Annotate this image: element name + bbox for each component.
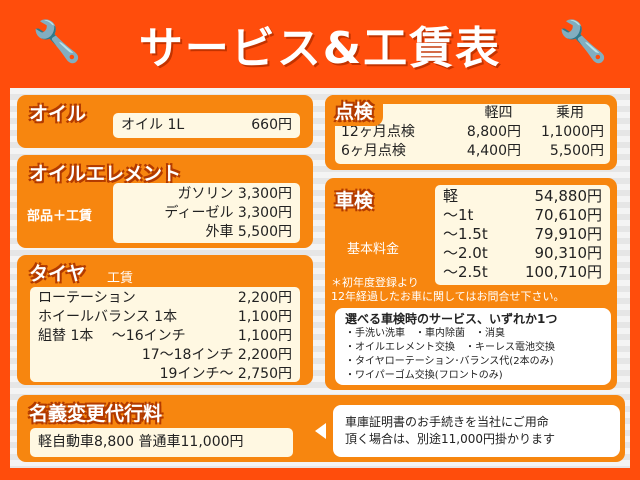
list-item: ・ワイパーゴム交換(フロントのみ) bbox=[345, 370, 503, 381]
list-item: ガソリン 3,300円 bbox=[177, 186, 292, 202]
tire-list: ローテーション 2,200円 ホイールバランス 1本 1,100円 組替 1本 ～1… bbox=[30, 287, 300, 382]
list-item: ～2.5t 100,710円 bbox=[443, 263, 602, 281]
inspection-heading: 点検 bbox=[325, 95, 384, 126]
list-item: ・タイヤローテーション･バランス代(2本のみ) bbox=[345, 356, 554, 367]
oil-row: オイル 1L 660円 bbox=[113, 113, 300, 138]
services-box: 選べる車検時のサービス、いずれか1つ ・手洗い洗車 ・車内除菌 ・消臭 ・オイル… bbox=[335, 308, 611, 385]
list-item: 19インチ～ 2,750円 bbox=[159, 366, 292, 382]
header: 🔧 サービス&工賃表 🔧 bbox=[0, 0, 640, 88]
list-item: 外車 5,500円 bbox=[205, 224, 292, 240]
shaken-section: 車検 基本料金 軽 54,880円 ～1t 70,610円 ～1.5t 79,910円… bbox=[325, 178, 617, 390]
wrench-icon: 🔧 bbox=[558, 19, 608, 65]
base-fee-label: 基本料金 bbox=[347, 242, 400, 257]
shaken-price-list: 軽 54,880円 ～1t 70,610円 ～1.5t 79,910円 ～2.0t 90… bbox=[435, 185, 610, 285]
item-name: オイル 1L bbox=[121, 117, 185, 133]
transfer-heading: 名義変更代行料 bbox=[29, 403, 163, 425]
transfer-note: 車庫証明書のお手続きを当社にご用命 bbox=[345, 415, 549, 429]
shaken-note: 12年経過したお車に関してはお問合せ下さい。 bbox=[331, 290, 565, 303]
inspection-section: 軽四 乗用 12ヶ月点検 8,800円 1,1000円 6ヶ月点検 4,400円 5,50… bbox=[325, 95, 617, 170]
item-price: 660円 bbox=[251, 117, 292, 133]
list-item: 軽 54,880円 bbox=[443, 187, 602, 205]
transfer-note: 頂く場合は、別途11,000円掛かります bbox=[345, 432, 555, 446]
shaken-heading: 車検 bbox=[335, 190, 374, 212]
transfer-section: 名義変更代行料 軽自動車8,800 普通車11,000円 車庫証明書のお手続きを… bbox=[17, 395, 625, 462]
oil-element-list: ガソリン 3,300円 ディーゼル 3,300円 外車 5,500円 bbox=[113, 183, 300, 243]
parts-labor-label: 部品＋工賃 bbox=[27, 209, 93, 224]
oil-element-section: オイルエレメント 部品＋工賃 ガソリン 3,300円 ディーゼル 3,300円 … bbox=[17, 155, 313, 248]
pointer-triangle-icon bbox=[315, 423, 326, 439]
transfer-price: 軽自動車8,800 普通車11,000円 bbox=[30, 428, 293, 457]
wrench-icon: 🔧 bbox=[32, 19, 82, 65]
list-item: ～1.5t 79,910円 bbox=[443, 225, 602, 243]
oil-section: オイル オイル 1L 660円 bbox=[17, 95, 313, 148]
list-item: ローテーション 2,200円 bbox=[38, 290, 292, 306]
page-title: サービス&工賃表 bbox=[138, 23, 502, 74]
oil-element-heading: オイルエレメント bbox=[29, 163, 182, 185]
tire-heading: タイヤ bbox=[29, 263, 86, 285]
list-item: ・オイルエレメント交換 ・キーレス電池交換 bbox=[345, 342, 555, 353]
oil-heading: オイル bbox=[29, 103, 87, 125]
transfer-note-box: 車庫証明書のお手続きを当社にご用命 頂く場合は、別途11,000円掛かります bbox=[333, 405, 620, 457]
list-item: ～1t 70,610円 bbox=[443, 206, 602, 224]
labor-label: 工賃 bbox=[107, 271, 134, 286]
list-item: 組替 1本 ～16インチ 1,100円 bbox=[38, 328, 292, 344]
shaken-note: ＊初年度登録より bbox=[331, 276, 419, 289]
list-item: ～2.0t 90,310円 bbox=[443, 244, 602, 262]
tire-section: タイヤ 工賃 ローテーション 2,200円 ホイールバランス 1本 1,100円 組… bbox=[17, 255, 313, 385]
table-row: 6ヶ月点検 4,400円 5,500円 bbox=[341, 143, 604, 159]
list-item: ・手洗い洗車 ・車内除菌 ・消臭 bbox=[345, 328, 505, 339]
list-item: ホイールバランス 1本 1,100円 bbox=[38, 309, 292, 325]
list-item: 17～18インチ 2,200円 bbox=[141, 347, 292, 363]
list-item: ディーゼル 3,300円 bbox=[164, 205, 292, 221]
table-row: 12ヶ月点検 8,800円 1,1000円 bbox=[341, 124, 604, 140]
services-title: 選べる車検時のサービス、いずれか1つ bbox=[345, 312, 558, 326]
table-header: 軽四 乗用 bbox=[484, 105, 585, 121]
